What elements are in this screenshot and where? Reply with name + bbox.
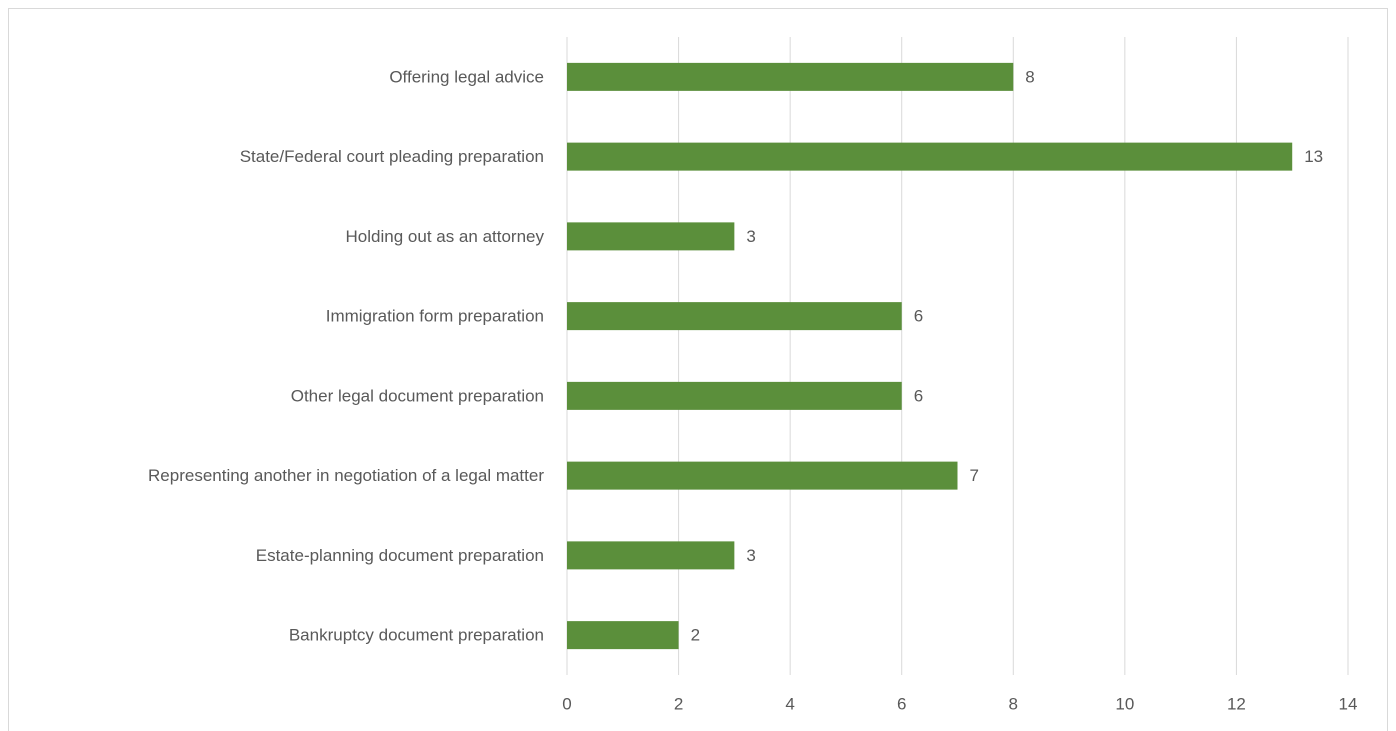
data-label: 7 (970, 466, 979, 485)
bar (567, 142, 1293, 171)
x-tick-label: 10 (1115, 694, 1134, 713)
bar (567, 461, 958, 490)
bar (567, 62, 1014, 91)
y-tick-label: Other legal document preparation (291, 386, 544, 405)
x-tick-label: 12 (1227, 694, 1246, 713)
data-label: 13 (1304, 147, 1323, 166)
x-tick-label: 0 (562, 694, 571, 713)
y-tick-label: Bankruptcy document preparation (289, 626, 544, 645)
chart-frame (8, 8, 1388, 731)
x-tick-label: 6 (897, 694, 906, 713)
data-label: 6 (914, 307, 923, 326)
data-label: 6 (914, 386, 923, 405)
bar (567, 222, 735, 251)
x-tick-label: 4 (785, 694, 794, 713)
bar (567, 381, 902, 410)
data-label: 3 (746, 227, 755, 246)
x-tick-label: 14 (1339, 694, 1358, 713)
x-tick-label: 8 (1009, 694, 1018, 713)
y-tick-label: State/Federal court pleading preparation (240, 147, 544, 166)
data-label: 3 (746, 546, 755, 565)
data-label: 8 (1025, 67, 1034, 86)
y-tick-label: Representing another in negotiation of a… (148, 466, 544, 485)
bar (567, 541, 735, 570)
bar (567, 302, 902, 331)
y-tick-label: Offering legal advice (389, 67, 544, 86)
y-tick-label: Holding out as an attorney (346, 227, 545, 246)
bar (567, 621, 679, 650)
data-label: 2 (691, 626, 700, 645)
y-tick-label: Immigration form preparation (326, 307, 544, 326)
y-tick-label: Estate-planning document preparation (256, 546, 544, 565)
x-tick-label: 2 (674, 694, 683, 713)
